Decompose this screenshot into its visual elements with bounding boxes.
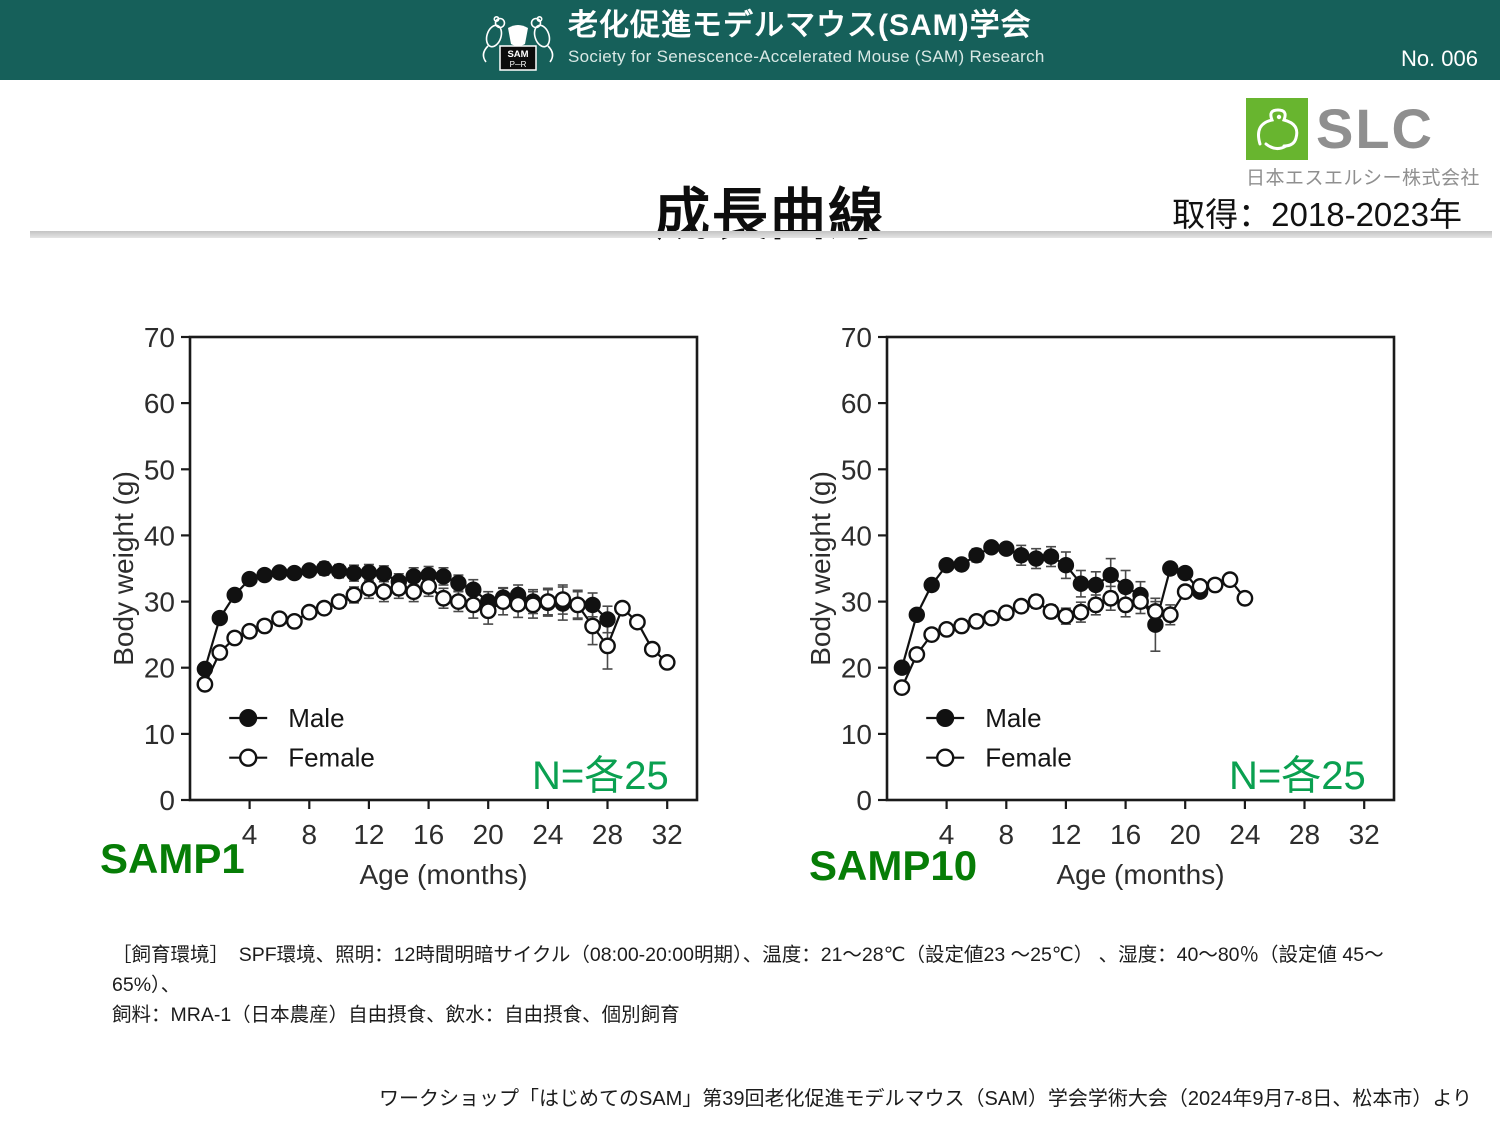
svg-text:24: 24 [532, 819, 563, 850]
svg-text:20: 20 [144, 653, 175, 684]
samp1-plot-area: 0 10 20 30 40 50 60 70 4 8 12 16 20 24 28 32 Age (months… [108, 322, 699, 890]
slc-mouse-icon [1246, 98, 1308, 160]
svg-text:20: 20 [841, 653, 872, 684]
slide-number: No. 006 [1400, 46, 1478, 71]
svg-text:Age (months): Age (months) [359, 859, 527, 890]
samp1-n-label: N=各25 [532, 754, 669, 798]
svg-text:24: 24 [1229, 819, 1260, 850]
svg-text:Age (months): Age (months) [1056, 859, 1224, 890]
svg-text:50: 50 [144, 454, 175, 485]
samp1-strain-label: SAMP1 [100, 835, 245, 882]
svg-text:10: 10 [144, 719, 175, 750]
slc-wordmark: SLC [1316, 97, 1434, 160]
slc-company-name: 日本エスエルシー株式会社 [1246, 168, 1481, 189]
slc-logo: SLC 日本エスエルシー株式会社 [1246, 97, 1481, 190]
svg-text:50: 50 [841, 454, 872, 485]
svg-text:Male: Male [288, 703, 344, 733]
svg-text:12: 12 [1050, 819, 1081, 850]
svg-text:8: 8 [302, 819, 318, 850]
svg-text:20: 20 [473, 819, 504, 850]
page-title: 成長曲線 [654, 183, 886, 246]
svg-text:Body weight (g): Body weight (g) [805, 471, 836, 666]
svg-text:16: 16 [1110, 819, 1141, 850]
svg-text:P─R: P─R [510, 60, 527, 69]
svg-text:30: 30 [841, 587, 872, 618]
svg-text:8: 8 [999, 819, 1015, 850]
housing-conditions: ［飼育環境］ SPF環境、照明：12時間明暗サイクル（08:00-20:00明期… [112, 940, 1442, 1031]
header-bar: SAM P─R 老化促進モデルマウス(SAM)学会 Society for Se… [0, 0, 1500, 80]
svg-text:0: 0 [159, 785, 175, 816]
society-title: 老化促進モデルマウス(SAM)学会 [568, 9, 1032, 42]
svg-text:40: 40 [144, 520, 175, 551]
svg-text:4: 4 [939, 819, 955, 850]
credit-line: ワークショップ「はじめてのSAM」第39回老化促進モデルマウス（SAM）学会学術… [378, 1088, 1472, 1110]
svg-text:Body weight (g): Body weight (g) [108, 471, 139, 666]
svg-text:16: 16 [413, 819, 444, 850]
svg-text:32: 32 [652, 819, 683, 850]
svg-text:12: 12 [353, 819, 384, 850]
svg-text:28: 28 [592, 819, 623, 850]
svg-text:20: 20 [1170, 819, 1201, 850]
svg-text:70: 70 [841, 322, 872, 353]
svg-text:28: 28 [1289, 819, 1320, 850]
svg-text:10: 10 [841, 719, 872, 750]
svg-text:0: 0 [856, 785, 872, 816]
samp1-growth-chart: 0 10 20 30 40 50 60 70 4 8 12 16 20 24 28 32 Age (months… [100, 315, 765, 910]
svg-text:32: 32 [1349, 819, 1380, 850]
samp10-strain-label: SAMP10 [809, 842, 978, 889]
samp10-n-label: N=各25 [1229, 754, 1366, 798]
acquisition-period: 取得：2018-2023年 [1172, 196, 1462, 233]
svg-text:Male: Male [985, 703, 1041, 733]
housing-line-2: 飼料：MRA-1（日本農産）自由摂食、飲水：自由摂食、個別飼育 [112, 1004, 680, 1027]
society-subtitle: Society for Senescence-Accelerated Mouse… [568, 46, 1045, 66]
title-divider [30, 231, 1492, 238]
svg-text:SAM: SAM [507, 49, 528, 60]
svg-text:60: 60 [841, 388, 872, 419]
sam-society-logo-icon: SAM P─R [482, 16, 554, 71]
samp10-growth-chart: 0 10 20 30 40 50 60 70 4 8 12 16 20 24 28 32 Age (months… [797, 315, 1462, 910]
svg-text:40: 40 [841, 520, 872, 551]
svg-text:4: 4 [242, 819, 258, 850]
svg-text:70: 70 [144, 322, 175, 353]
samp10-plot-area: 0 10 20 30 40 50 60 70 4 8 12 16 20 24 28 32 Age (months… [805, 322, 1396, 890]
svg-text:30: 30 [144, 587, 175, 618]
svg-text:Female: Female [985, 743, 1072, 773]
housing-line-1: ［飼育環境］ SPF環境、照明：12時間明暗サイクル（08:00-20:00明期… [112, 944, 1384, 997]
svg-text:Female: Female [288, 743, 375, 773]
svg-text:60: 60 [144, 388, 175, 419]
